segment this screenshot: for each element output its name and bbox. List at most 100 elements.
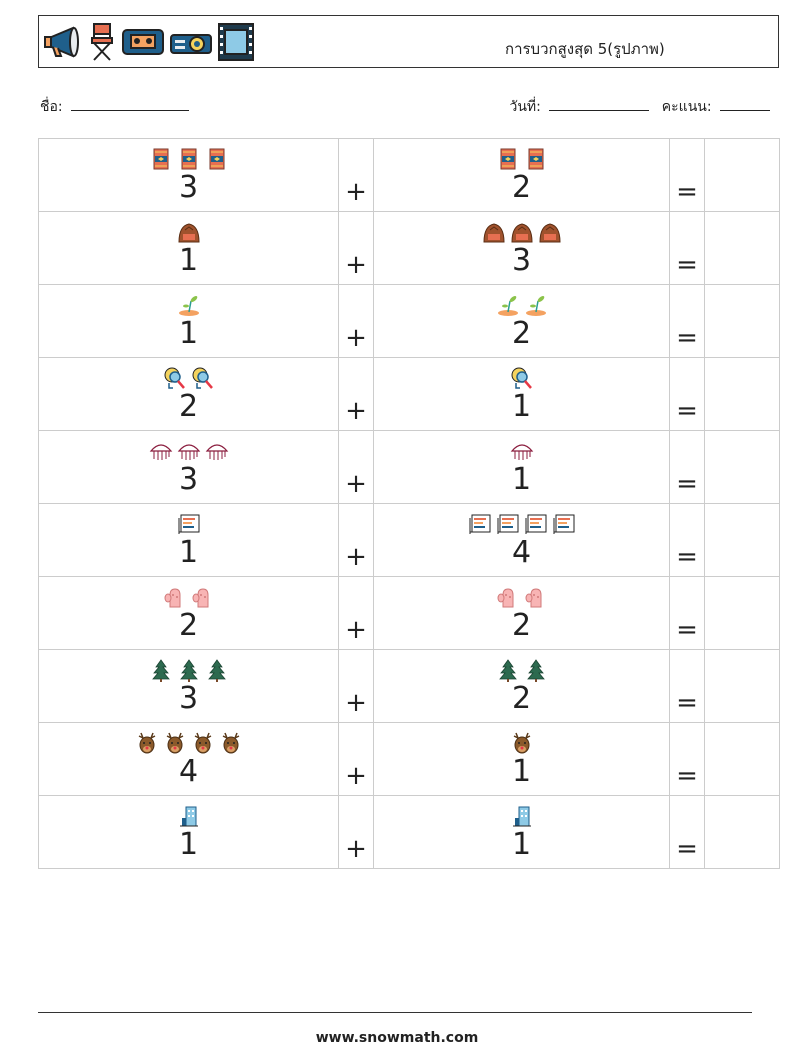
equals-sign: = — [676, 323, 698, 353]
problem-row: 1 +2 = — [38, 284, 780, 358]
date-score-fields: วันที่: คะแนน: — [509, 96, 770, 118]
plus-cell: + — [338, 211, 374, 285]
projector-icon — [170, 34, 212, 54]
addend-a-picture-group — [135, 731, 243, 759]
answer-cell[interactable] — [704, 284, 780, 358]
addend-a-number: 3 — [178, 462, 199, 497]
jellyfish-icon — [177, 439, 201, 467]
answer-cell[interactable] — [704, 722, 780, 796]
problem-row: 4 +1 = — [38, 722, 780, 796]
equals-cell: = — [669, 795, 705, 869]
addend-a-number: 1 — [178, 316, 199, 351]
answer-cell[interactable] — [704, 649, 780, 723]
equals-cell: = — [669, 211, 705, 285]
name-label: ชื่อ: — [40, 99, 63, 115]
plus-cell: + — [338, 284, 374, 358]
problem-row: 3 +2 = — [38, 649, 780, 723]
addend-a-cell: 1 — [38, 211, 339, 285]
answer-cell[interactable] — [704, 576, 780, 650]
sprout-icon — [524, 293, 548, 321]
addend-b-number: 2 — [511, 316, 532, 351]
chart-board-icon — [468, 512, 492, 540]
equals-cell: = — [669, 576, 705, 650]
rug-icon — [496, 147, 520, 175]
answer-cell[interactable] — [704, 211, 780, 285]
addend-b-number: 3 — [511, 243, 532, 278]
jellyfish-icon — [510, 439, 534, 467]
score-blank[interactable] — [720, 97, 770, 111]
addend-b-number: 1 — [511, 389, 532, 424]
plus-sign: + — [345, 396, 367, 426]
equals-sign: = — [676, 761, 698, 791]
addend-a-cell: 1 — [38, 503, 339, 577]
addend-b-picture-group — [510, 441, 534, 467]
problem-row: 1 +4 = — [38, 503, 780, 577]
equals-cell: = — [669, 138, 705, 212]
addend-a-number: 1 — [178, 827, 199, 862]
addend-a-number: 3 — [178, 681, 199, 716]
footer-url[interactable]: www.snowmath.com — [315, 1030, 479, 1046]
reindeer-icon — [135, 731, 159, 759]
mitten-icon — [496, 585, 520, 613]
addend-b-picture-group — [468, 514, 576, 540]
problem-row: 3 +2 = — [38, 138, 780, 212]
megaphone-icon — [44, 26, 79, 58]
equals-cell: = — [669, 722, 705, 796]
addend-a-number: 3 — [178, 170, 199, 205]
plus-sign: + — [345, 323, 367, 353]
date-blank[interactable] — [549, 97, 650, 111]
addend-b-cell: 1 — [373, 722, 670, 796]
plus-sign: + — [345, 615, 367, 645]
pine-tree-icon — [496, 658, 520, 686]
addend-a-number: 4 — [178, 754, 199, 789]
magnifier-bulb-icon — [163, 366, 187, 394]
addend-a-picture-group — [149, 441, 229, 467]
plus-cell: + — [338, 722, 374, 796]
addend-a-picture-group — [177, 514, 201, 540]
equals-cell: = — [669, 430, 705, 504]
reindeer-icon — [510, 731, 534, 759]
addend-a-picture-group — [163, 587, 215, 613]
equals-sign: = — [676, 250, 698, 280]
addend-b-picture-group — [510, 806, 534, 832]
chart-board-icon — [552, 512, 576, 540]
addend-b-picture-group — [496, 295, 548, 321]
building-icon — [510, 804, 534, 832]
answer-cell[interactable] — [704, 795, 780, 869]
pine-tree-icon — [149, 658, 173, 686]
equals-sign: = — [676, 396, 698, 426]
film-frame-icon — [218, 23, 254, 61]
reindeer-icon — [191, 731, 215, 759]
answer-cell[interactable] — [704, 503, 780, 577]
answer-cell[interactable] — [704, 430, 780, 504]
sprout-icon — [496, 293, 520, 321]
addend-b-cell: 2 — [373, 576, 670, 650]
magnifier-bulb-icon — [191, 366, 215, 394]
equals-cell: = — [669, 503, 705, 577]
problem-row: 2 +1 = — [38, 357, 780, 431]
plus-sign: + — [345, 250, 367, 280]
reindeer-icon — [219, 731, 243, 759]
addend-a-picture-group — [149, 658, 229, 686]
addend-b-number: 4 — [511, 535, 532, 570]
answer-cell[interactable] — [704, 357, 780, 431]
addend-b-number: 1 — [511, 462, 532, 497]
chart-board-icon — [524, 512, 548, 540]
addend-a-cell: 3 — [38, 138, 339, 212]
directors-chair-icon — [91, 23, 113, 61]
addend-a-cell: 4 — [38, 722, 339, 796]
score-label: คะแนน: — [661, 99, 712, 115]
addend-a-number: 1 — [178, 535, 199, 570]
answer-cell[interactable] — [704, 138, 780, 212]
sprout-icon — [177, 293, 201, 321]
name-blank[interactable] — [71, 97, 190, 111]
rug-icon — [149, 147, 173, 175]
pine-tree-icon — [177, 658, 201, 686]
plus-cell: + — [338, 138, 374, 212]
equals-sign: = — [676, 542, 698, 572]
addend-a-cell: 3 — [38, 430, 339, 504]
addend-b-picture-group — [482, 222, 562, 248]
problem-row: 2 +2 = — [38, 576, 780, 650]
rug-icon — [524, 147, 548, 175]
addend-b-number: 2 — [511, 170, 532, 205]
